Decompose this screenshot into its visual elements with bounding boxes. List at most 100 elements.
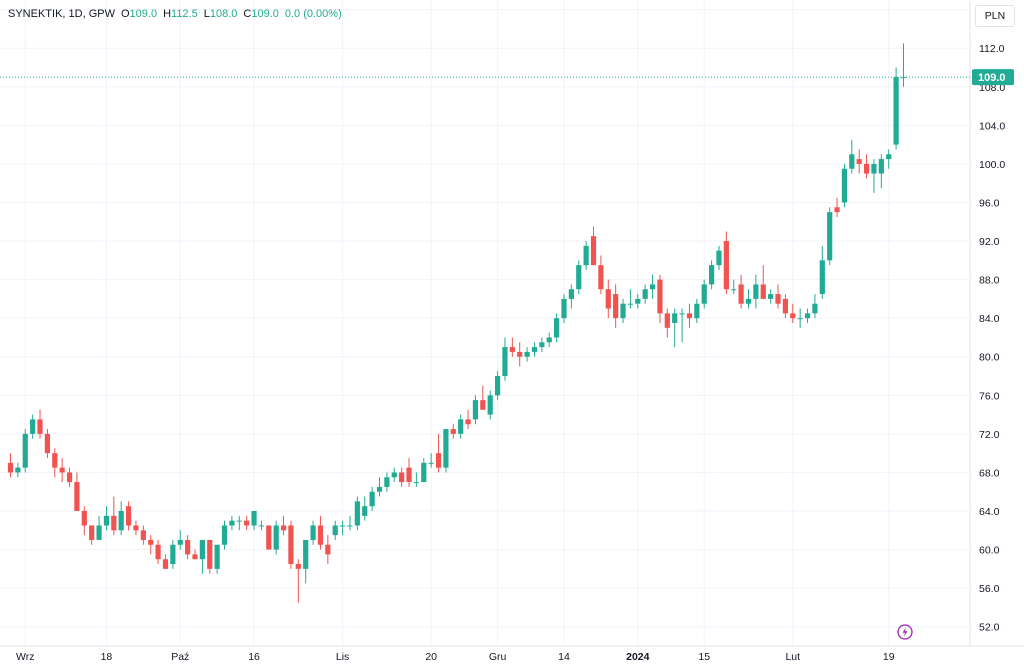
- candle-body: [672, 313, 678, 323]
- candle: [797, 308, 803, 328]
- candle: [118, 501, 124, 536]
- candle-body: [44, 433, 50, 454]
- candle: [428, 453, 434, 468]
- candle-body: [576, 265, 582, 290]
- candle-body: [214, 544, 220, 569]
- candle-body: [797, 318, 803, 320]
- candle: [546, 332, 552, 348]
- candle: [421, 457, 427, 483]
- candle: [731, 279, 737, 295]
- candle: [15, 462, 21, 478]
- candle-body: [620, 303, 626, 319]
- candle: [37, 409, 43, 439]
- candle: [332, 520, 338, 540]
- candle: [709, 260, 715, 290]
- candle-body: [531, 347, 538, 352]
- candle: [620, 298, 626, 323]
- candle: [30, 414, 36, 439]
- candle-body: [288, 525, 294, 565]
- candle: [827, 207, 833, 266]
- candle-body: [590, 236, 597, 266]
- candle-body: [871, 163, 877, 174]
- candle-body: [886, 154, 892, 160]
- candle-body: [605, 289, 611, 309]
- low-value: 108.0: [209, 8, 238, 20]
- grid-lines: [0, 0, 970, 646]
- candle-body: [391, 472, 397, 478]
- candle: [391, 467, 397, 483]
- candle: [775, 284, 781, 309]
- candle-body: [52, 453, 58, 468]
- candle-body: [649, 284, 656, 290]
- candle-body: [384, 477, 390, 487]
- candle: [863, 154, 870, 179]
- candle: [170, 539, 176, 569]
- candle-body: [716, 250, 722, 266]
- candle: [635, 294, 641, 309]
- last-price-label: 109.0: [972, 69, 1014, 86]
- candle: [214, 544, 220, 574]
- candle-body: [768, 294, 774, 299]
- candle: [694, 298, 700, 323]
- candle: [66, 467, 73, 487]
- low-field: L 108.0: [204, 8, 238, 20]
- candle-body: [443, 429, 449, 468]
- candle-body: [111, 515, 117, 531]
- candle-body: [435, 453, 442, 468]
- candle-body: [406, 467, 412, 483]
- lightning-bolt-icon[interactable]: [897, 624, 913, 640]
- currency-button[interactable]: PLN: [975, 5, 1015, 27]
- candle-body: [125, 506, 132, 526]
- x-tick-label: 16: [248, 651, 260, 663]
- candle: [856, 149, 862, 174]
- x-tick-label: 18: [101, 651, 113, 663]
- y-tick-label: 100.0: [979, 159, 1005, 171]
- candle: [376, 477, 383, 497]
- candle: [723, 231, 729, 295]
- candle: [819, 245, 825, 299]
- candle-body: [332, 525, 338, 536]
- candle-body: [613, 294, 619, 319]
- y-axis[interactable]: 52.0 56.0 60.0 64.0 68.0 72.0 76.0 80.0 84.0 88.0…: [979, 5, 1005, 634]
- x-axis[interactable]: Wrz 18 Paź 16 Lis 20 Gru 14 2024 15 Lut 19: [16, 651, 895, 663]
- candle-body: [229, 520, 235, 526]
- candle-body: [376, 486, 383, 492]
- candle-body: [775, 294, 781, 304]
- candle-body: [369, 491, 375, 507]
- candle-body: [15, 467, 21, 473]
- candle-body: [863, 163, 870, 174]
- candle: [340, 520, 346, 536]
- symbol-label: SYNEKTIK, 1D, GPW: [8, 8, 115, 20]
- candle: [561, 294, 567, 323]
- x-tick-label: 19: [883, 651, 895, 663]
- candle: [649, 274, 656, 299]
- candle-body: [487, 395, 493, 415]
- candle: [554, 313, 560, 343]
- candle-body: [494, 376, 501, 396]
- candle-body: [657, 279, 663, 314]
- candle: [878, 154, 884, 189]
- candle-body: [878, 159, 884, 174]
- candle-body: [642, 289, 648, 299]
- candle-body: [893, 77, 899, 145]
- candle-body: [273, 525, 279, 550]
- candle: [893, 67, 899, 150]
- candle-body: [199, 539, 205, 560]
- candle: [59, 457, 65, 483]
- candle-body: [635, 298, 641, 304]
- candle: [450, 424, 456, 439]
- candle: [192, 549, 198, 560]
- candle: [185, 535, 191, 560]
- high-field: H 112.5: [163, 8, 198, 20]
- candles-group: [7, 43, 907, 603]
- candle: [280, 515, 287, 536]
- x-tick-label: Wrz: [16, 651, 34, 663]
- candle-body: [509, 347, 515, 352]
- candle-body: [340, 525, 346, 527]
- candle-body: [295, 564, 301, 569]
- candle: [317, 515, 324, 550]
- candle: [362, 496, 368, 521]
- candle: [886, 149, 892, 169]
- candle: [199, 539, 205, 574]
